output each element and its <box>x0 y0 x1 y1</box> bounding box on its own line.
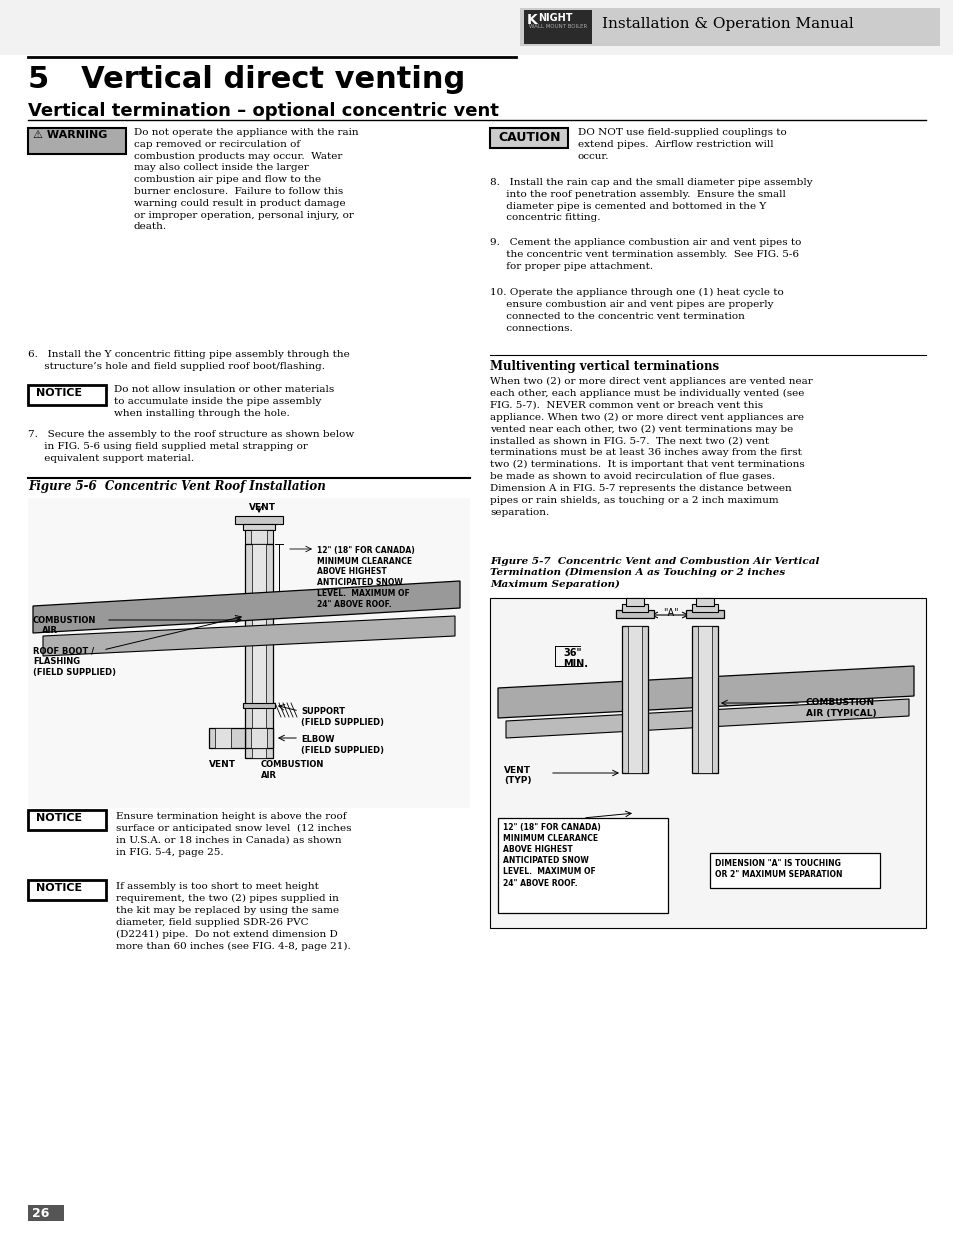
Bar <box>234 516 283 524</box>
Text: VENT: VENT <box>209 760 235 769</box>
Bar <box>243 703 274 708</box>
Text: 9.   Cement the appliance combustion air and vent pipes to
     the concentric v: 9. Cement the appliance combustion air a… <box>490 238 801 270</box>
Bar <box>519 7 939 46</box>
Bar <box>245 727 273 748</box>
Bar <box>691 626 718 773</box>
Bar <box>245 530 273 543</box>
Text: DIMENSION "A" IS TOUCHING
OR 2" MAXIMUM SEPARATION: DIMENSION "A" IS TOUCHING OR 2" MAXIMUM … <box>714 860 841 879</box>
Text: Do not operate the appliance with the rain
cap removed or recirculation of
combu: Do not operate the appliance with the ra… <box>133 128 358 231</box>
Text: 12" (18" FOR CANADA)
MINIMUM CLEARANCE
ABOVE HIGHEST
ANTICIPATED SNOW
LEVEL.  MA: 12" (18" FOR CANADA) MINIMUM CLEARANCE A… <box>316 546 415 609</box>
Text: "A": "A" <box>662 608 678 618</box>
Text: Vertical termination – optional concentric vent: Vertical termination – optional concentr… <box>28 103 498 120</box>
Text: 26: 26 <box>32 1207 50 1220</box>
Text: 12" (18" FOR CANADA)
MINIMUM CLEARANCE
ABOVE HIGHEST
ANTICIPATED SNOW
LEVEL.  MA: 12" (18" FOR CANADA) MINIMUM CLEARANCE A… <box>502 823 600 888</box>
Bar <box>627 626 641 773</box>
Text: Ensure termination height is above the roof
surface or anticipated snow level  (: Ensure termination height is above the r… <box>116 811 351 857</box>
Text: ⚠ WARNING: ⚠ WARNING <box>33 130 108 140</box>
Bar <box>616 610 654 618</box>
Text: COMBUSTION: COMBUSTION <box>33 616 96 625</box>
Bar <box>0 0 953 56</box>
Text: NOTICE: NOTICE <box>36 883 82 893</box>
Text: COMBUSTION
AIR: COMBUSTION AIR <box>261 760 324 779</box>
Polygon shape <box>43 616 455 656</box>
Bar <box>251 530 267 543</box>
Bar <box>28 498 470 808</box>
Bar <box>625 598 643 606</box>
Text: NIGHT: NIGHT <box>537 14 572 23</box>
Text: CAUTION: CAUTION <box>497 131 560 144</box>
Text: Figure 5-6  Concentric Vent Roof Installation: Figure 5-6 Concentric Vent Roof Installa… <box>28 480 325 493</box>
Text: VENT: VENT <box>249 503 275 513</box>
Polygon shape <box>33 580 459 634</box>
Polygon shape <box>505 699 908 739</box>
Bar <box>209 727 245 748</box>
Bar <box>245 543 273 758</box>
Bar <box>28 385 106 405</box>
Text: COMBUSTION: COMBUSTION <box>805 698 874 706</box>
Bar <box>523 10 592 44</box>
Text: DO NOT use field-supplied couplings to
extend pipes.  Airflow restriction will
o: DO NOT use field-supplied couplings to e… <box>578 128 786 161</box>
Text: 5   Vertical direct venting: 5 Vertical direct venting <box>28 65 465 94</box>
Text: NOTICE: NOTICE <box>36 388 82 398</box>
Bar <box>251 727 267 748</box>
Text: 6.   Install the Y concentric fitting pipe assembly through the
     structure’s: 6. Install the Y concentric fitting pipe… <box>28 350 350 370</box>
Bar <box>621 626 647 773</box>
Bar <box>685 610 723 618</box>
Bar <box>28 128 126 154</box>
Text: SUPPORT
(FIELD SUPPLIED): SUPPORT (FIELD SUPPLIED) <box>301 706 384 726</box>
Bar <box>497 818 667 913</box>
Text: If assembly is too short to meet height
requirement, the two (2) pipes supplied : If assembly is too short to meet height … <box>116 882 351 951</box>
Text: When two (2) or more direct vent appliances are vented near
each other, each app: When two (2) or more direct vent applian… <box>490 377 812 516</box>
Bar <box>28 810 106 830</box>
Text: K: K <box>526 14 537 27</box>
Text: ELBOW
(FIELD SUPPLIED): ELBOW (FIELD SUPPLIED) <box>301 735 384 755</box>
Bar <box>490 128 567 148</box>
Bar <box>490 598 925 927</box>
Text: 36": 36" <box>562 648 581 658</box>
Text: Installation & Operation Manual: Installation & Operation Manual <box>601 17 853 31</box>
Bar <box>243 524 274 530</box>
Text: 7.   Secure the assembly to the roof structure as shown below
     in FIG. 5-6 u: 7. Secure the assembly to the roof struc… <box>28 430 354 463</box>
Bar <box>698 626 711 773</box>
Text: Multiventing vertical terminations: Multiventing vertical terminations <box>490 359 719 373</box>
Text: NOTICE: NOTICE <box>36 813 82 823</box>
Bar <box>214 727 231 748</box>
Bar <box>252 543 266 758</box>
Text: MIN.: MIN. <box>562 659 587 669</box>
Text: (TYP): (TYP) <box>503 776 531 785</box>
Text: VENT: VENT <box>503 766 531 776</box>
Text: ROOF BOOT /
FLASHING
(FIELD SUPPLIED): ROOF BOOT / FLASHING (FIELD SUPPLIED) <box>33 646 116 677</box>
Text: AIR (TYPICAL): AIR (TYPICAL) <box>805 709 876 718</box>
Text: WALL MOUNT BOILER: WALL MOUNT BOILER <box>529 23 587 28</box>
Text: AIR: AIR <box>42 626 58 635</box>
Bar <box>691 604 718 613</box>
Bar <box>696 598 713 606</box>
Bar <box>28 1205 64 1221</box>
Text: Do not allow insulation or other materials
to accumulate inside the pipe assembl: Do not allow insulation or other materia… <box>113 385 334 417</box>
Bar <box>709 853 879 888</box>
Bar <box>28 881 106 900</box>
Polygon shape <box>497 666 913 718</box>
Text: 10. Operate the appliance through one (1) heat cycle to
     ensure combustion a: 10. Operate the appliance through one (1… <box>490 288 783 332</box>
Bar <box>621 604 647 613</box>
Text: Figure 5-7  Concentric Vent and Combustion Air Vertical
Termination (Dimension A: Figure 5-7 Concentric Vent and Combustio… <box>490 557 819 589</box>
Text: 8.   Install the rain cap and the small diameter pipe assembly
     into the roo: 8. Install the rain cap and the small di… <box>490 178 812 222</box>
